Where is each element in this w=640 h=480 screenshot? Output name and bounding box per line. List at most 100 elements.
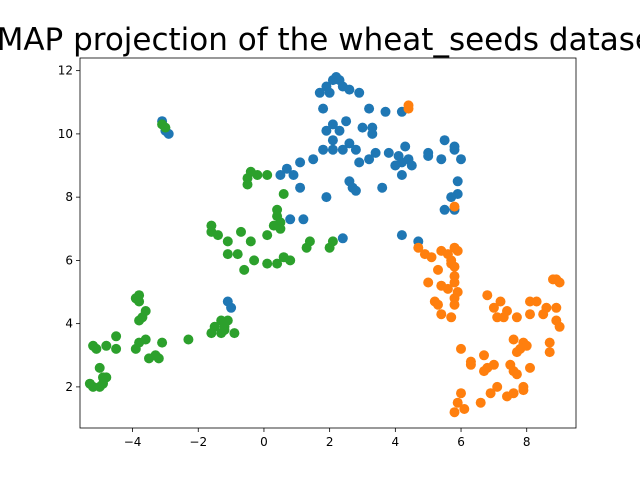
data-point bbox=[213, 230, 223, 241]
data-point bbox=[479, 366, 489, 377]
data-point bbox=[433, 299, 443, 310]
data-point bbox=[521, 340, 532, 351]
data-point bbox=[153, 353, 164, 364]
y-tick-label: 10 bbox=[58, 127, 73, 141]
data-point bbox=[449, 277, 460, 288]
data-point bbox=[554, 321, 565, 332]
data-point bbox=[383, 147, 394, 158]
data-point bbox=[334, 125, 345, 136]
data-point bbox=[488, 302, 499, 313]
plot-frame bbox=[79, 57, 577, 429]
data-point bbox=[465, 356, 476, 367]
data-point bbox=[525, 309, 535, 320]
data-point bbox=[554, 277, 565, 288]
data-point bbox=[449, 201, 460, 212]
data-point bbox=[551, 302, 562, 313]
data-point bbox=[281, 163, 292, 174]
data-point bbox=[206, 328, 217, 339]
data-point bbox=[272, 258, 283, 269]
data-point bbox=[111, 331, 122, 342]
data-point bbox=[459, 404, 470, 414]
data-point bbox=[354, 87, 365, 98]
data-point bbox=[380, 106, 391, 117]
data-point bbox=[314, 87, 325, 98]
data-point bbox=[301, 242, 312, 253]
x-tick-label: 2 bbox=[326, 435, 334, 449]
data-point bbox=[433, 264, 443, 275]
data-point bbox=[278, 189, 289, 199]
data-point bbox=[350, 144, 361, 155]
data-point bbox=[544, 347, 555, 358]
data-point bbox=[134, 296, 145, 307]
data-point bbox=[134, 315, 145, 326]
data-point bbox=[502, 306, 512, 316]
data-point bbox=[101, 340, 112, 351]
data-point bbox=[249, 255, 260, 266]
y-tick-label: 2 bbox=[65, 380, 73, 394]
data-point bbox=[222, 249, 233, 260]
x-tick-label: 6 bbox=[457, 435, 465, 449]
data-point bbox=[236, 226, 246, 237]
data-point bbox=[538, 309, 549, 320]
data-point bbox=[337, 144, 348, 155]
data-point bbox=[426, 252, 437, 263]
data-point bbox=[456, 388, 466, 399]
data-point bbox=[456, 343, 466, 354]
data-point bbox=[111, 343, 122, 354]
data-point bbox=[308, 154, 319, 165]
data-point bbox=[531, 296, 542, 307]
y-tick-label: 6 bbox=[65, 253, 73, 267]
data-point bbox=[456, 154, 466, 165]
data-point bbox=[252, 170, 263, 180]
x-tick-label: 8 bbox=[523, 435, 531, 449]
data-point bbox=[298, 214, 309, 225]
data-point bbox=[239, 264, 250, 275]
data-point bbox=[482, 290, 493, 301]
data-point bbox=[475, 397, 486, 408]
data-point bbox=[436, 309, 447, 320]
data-point bbox=[327, 144, 338, 155]
data-point bbox=[222, 236, 233, 247]
data-point bbox=[130, 343, 141, 354]
data-point bbox=[502, 391, 512, 402]
data-point bbox=[262, 230, 273, 241]
data-point bbox=[364, 103, 375, 114]
data-point bbox=[492, 312, 503, 323]
data-point bbox=[157, 337, 168, 348]
data-point bbox=[449, 299, 460, 310]
data-point bbox=[390, 160, 401, 171]
data-point bbox=[324, 87, 335, 98]
data-point bbox=[525, 362, 535, 373]
data-point bbox=[442, 283, 453, 294]
data-point bbox=[439, 204, 450, 215]
data-point bbox=[94, 362, 105, 373]
data-point bbox=[285, 255, 296, 266]
data-point bbox=[449, 407, 460, 418]
data-point bbox=[485, 388, 496, 399]
data-point bbox=[344, 84, 355, 95]
data-point bbox=[423, 151, 434, 161]
data-point bbox=[318, 103, 329, 114]
points-layer bbox=[84, 72, 565, 418]
data-point bbox=[341, 116, 352, 127]
data-point bbox=[285, 214, 296, 225]
data-point bbox=[495, 296, 506, 307]
y-tick-label: 4 bbox=[65, 317, 73, 331]
data-point bbox=[452, 397, 463, 408]
data-point bbox=[226, 302, 237, 313]
x-tick-label: −4 bbox=[124, 435, 142, 449]
data-point bbox=[488, 359, 499, 370]
data-point bbox=[318, 144, 329, 155]
data-point bbox=[439, 135, 450, 146]
data-point bbox=[354, 157, 365, 168]
data-point bbox=[232, 249, 243, 260]
data-point bbox=[216, 328, 227, 339]
data-point bbox=[91, 343, 102, 354]
data-point bbox=[327, 119, 338, 130]
y-tick-label: 12 bbox=[58, 64, 73, 78]
data-point bbox=[449, 261, 460, 272]
data-point bbox=[492, 381, 503, 392]
data-point bbox=[262, 170, 273, 180]
data-point bbox=[370, 147, 381, 158]
data-point bbox=[436, 154, 447, 165]
